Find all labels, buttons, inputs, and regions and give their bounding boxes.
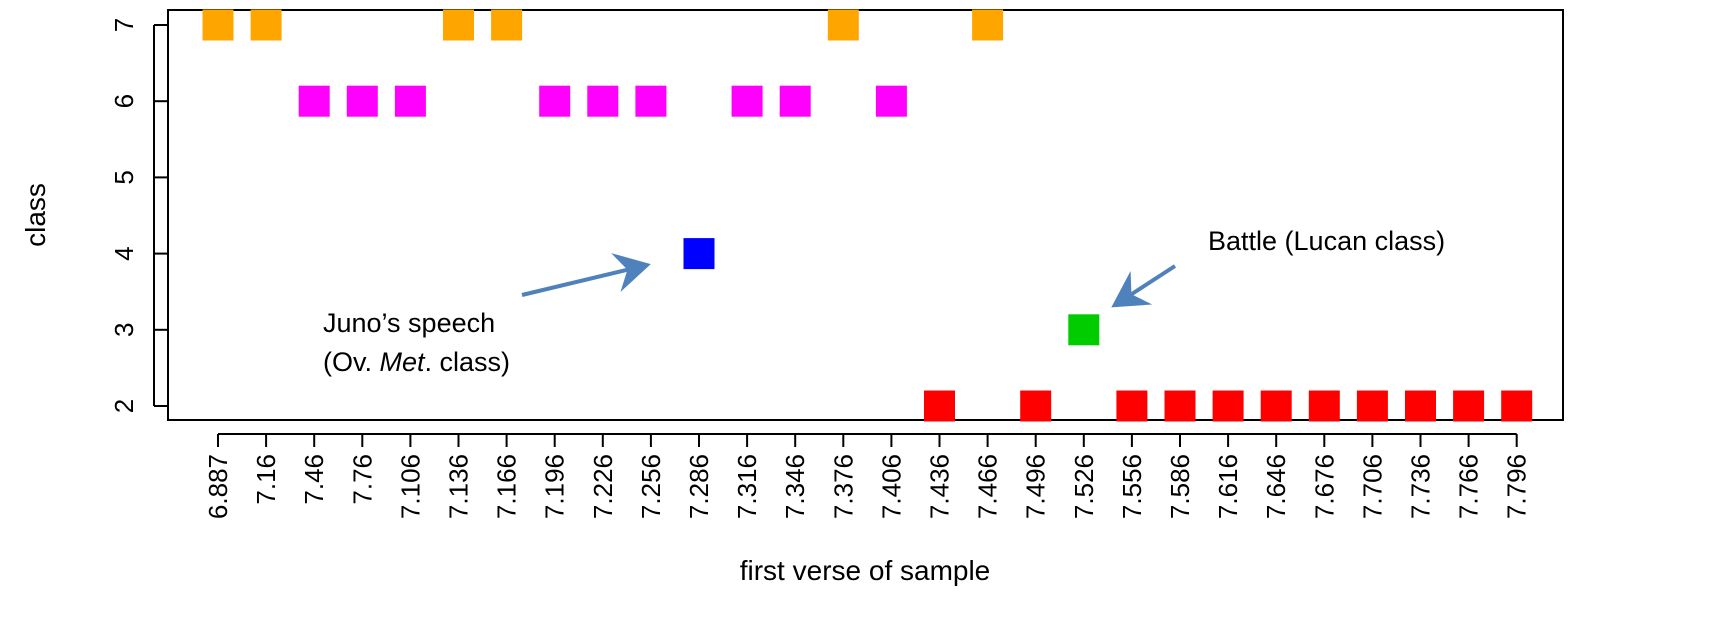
data-point	[1212, 390, 1244, 422]
y-tick-label: 6	[109, 94, 139, 108]
data-point	[202, 9, 234, 41]
data-point	[1501, 390, 1533, 422]
data-point	[827, 9, 859, 41]
x-axis-title: first verse of sample	[740, 555, 991, 586]
x-tick-label: 7.466	[973, 454, 1003, 519]
juno-label-pre: (Ov.	[323, 347, 380, 377]
x-tick-label: 7.286	[684, 454, 714, 519]
data-point	[539, 85, 571, 117]
data-point	[443, 9, 474, 41]
juno-label-line2: (Ov. Met. class)	[323, 347, 510, 377]
y-tick-label: 5	[109, 170, 139, 184]
data-point	[1405, 390, 1436, 422]
data-point	[1260, 390, 1292, 422]
x-tick-label: 7.316	[732, 454, 762, 519]
x-tick-label: 7.196	[540, 454, 570, 519]
x-tick-label: 7.676	[1309, 454, 1339, 519]
data-point	[346, 85, 378, 117]
x-tick-label: 7.766	[1454, 454, 1484, 519]
y-tick-label: 7	[109, 18, 139, 32]
data-point	[298, 85, 330, 117]
data-point	[1068, 314, 1100, 346]
x-tick-label: 7.406	[876, 454, 906, 519]
x-tick-label: 7.706	[1357, 454, 1387, 519]
juno-label-italic: Met	[380, 347, 427, 377]
x-tick-label: 7.256	[636, 454, 666, 519]
battle-arrow	[1111, 264, 1177, 308]
data-point	[875, 85, 907, 117]
data-point	[683, 238, 715, 270]
x-tick-label: 6.887	[203, 454, 233, 519]
x-tick-label: 7.616	[1213, 454, 1243, 519]
data-point	[1116, 390, 1148, 422]
x-tick-label: 7.796	[1502, 454, 1532, 519]
x-tick-label: 7.586	[1165, 454, 1195, 519]
data-point	[1164, 390, 1196, 422]
juno-arrow	[521, 253, 651, 297]
x-tick-label: 7.46	[299, 454, 329, 505]
data-point	[924, 390, 955, 422]
data-point	[250, 9, 282, 41]
x-tick-label: 7.16	[251, 454, 281, 505]
y-tick-label: 3	[109, 323, 139, 337]
annotations: Juno’s speech (Ov. Met. class) Battle (L…	[323, 226, 1445, 377]
x-tick-label: 7.226	[588, 454, 618, 519]
x-tick-label: 7.136	[444, 454, 474, 519]
juno-label-post: . class)	[425, 347, 511, 377]
x-tick-label: 7.496	[1021, 454, 1051, 519]
x-tick-label: 7.526	[1069, 454, 1099, 519]
x-tick-label: 7.736	[1406, 454, 1436, 519]
x-tick-label: 7.106	[395, 454, 425, 519]
juno-label-line1: Juno’s speech	[323, 308, 495, 338]
data-point	[1356, 390, 1388, 422]
data-point	[394, 85, 426, 117]
x-tick-label: 7.556	[1117, 454, 1147, 519]
data-point	[779, 85, 811, 117]
data-point	[972, 9, 1004, 41]
data-point	[635, 85, 667, 117]
x-tick-label: 7.76	[347, 454, 377, 505]
x-axis: 6.887 7.16 7.46 7.76 7.106 7.136 7.166 7.196 7.2…	[203, 433, 1532, 519]
data-point	[1020, 390, 1052, 422]
data-point	[491, 9, 523, 41]
y-axis-title: class	[20, 183, 51, 247]
x-tick-label: 7.646	[1261, 454, 1291, 519]
x-tick-label: 7.346	[780, 454, 810, 519]
y-tick-label: 4	[109, 246, 139, 260]
plot-frame	[167, 9, 1564, 421]
y-axis: 2 3 4 5 6 7	[109, 18, 168, 413]
x-tick-label: 7.166	[492, 454, 522, 519]
data-point	[1453, 390, 1485, 422]
data-point	[587, 85, 619, 117]
data-point	[731, 85, 763, 117]
data-point	[1308, 390, 1340, 422]
y-tick-label: 2	[109, 399, 139, 413]
x-tick-label: 7.436	[925, 454, 955, 519]
battle-label: Battle (Lucan class)	[1208, 226, 1445, 256]
data-marks	[202, 9, 1533, 422]
x-tick-label: 7.376	[828, 454, 858, 519]
